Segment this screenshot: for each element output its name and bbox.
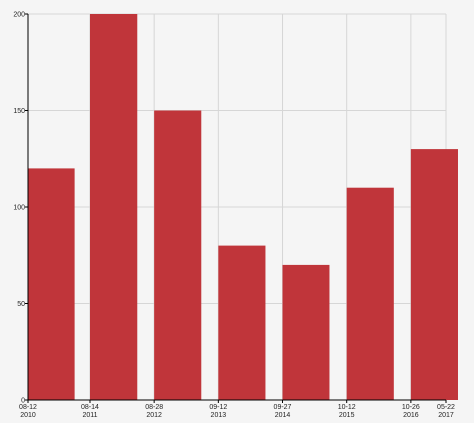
y-tick-label: 100 (13, 205, 25, 212)
x-tick-label: 10-26 2016 (402, 404, 420, 419)
bar (154, 110, 202, 400)
bars (28, 14, 458, 400)
y-tick-label: 150 (13, 108, 25, 115)
y-tick-label: 0 (21, 398, 25, 405)
x-tick-label: 09-27 2014 (274, 404, 292, 419)
bar (218, 245, 266, 400)
y-tick-labels: 0 50 100 150 200 (13, 12, 25, 405)
bar (410, 149, 458, 400)
x-tick-label: 09-12 2013 (209, 404, 227, 419)
bar (28, 168, 75, 400)
y-tick-label: 50 (17, 301, 25, 308)
y-tick-label: 200 (13, 12, 25, 19)
x-tick-label: 08-14 2011 (81, 404, 99, 419)
bar (346, 187, 394, 400)
x-tick-label: 10-12 2015 (338, 404, 356, 419)
x-tick-label: 08-12 2010 (19, 404, 37, 419)
axes (25, 13, 447, 403)
x-tick-label: 08-28 2012 (145, 404, 163, 419)
bar (89, 14, 138, 400)
x-tick-labels: 08-12 2010 08-14 2011 08-28 2012 09-12 2013 09-2… (19, 404, 455, 419)
x-tick-label: 05-22 2017 (437, 404, 455, 419)
bar (282, 264, 330, 400)
